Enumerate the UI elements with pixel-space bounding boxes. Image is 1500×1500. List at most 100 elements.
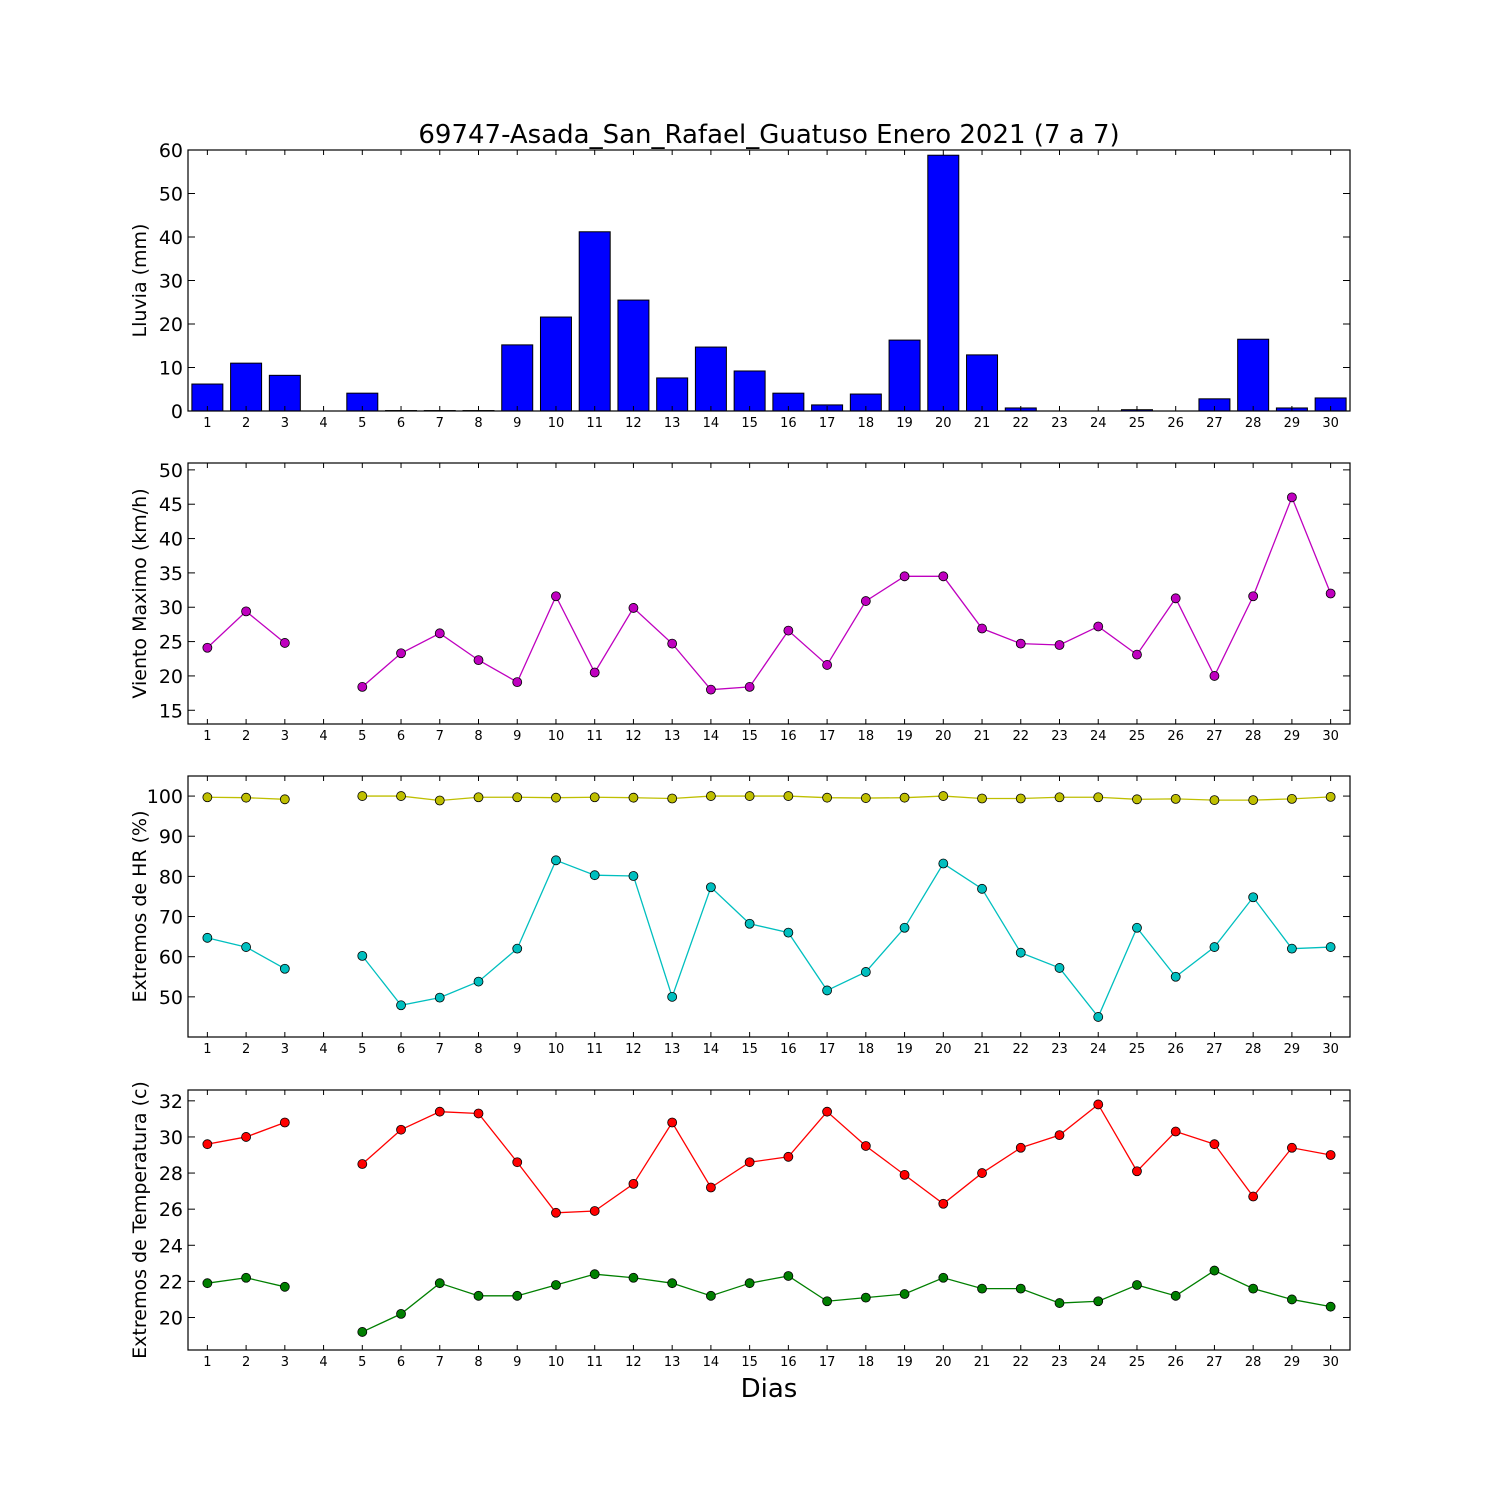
- y-tick-label: 20: [159, 314, 183, 336]
- series-1-point-day-5: [357, 682, 368, 692]
- chart-panels: 1 2 3 4 5 6 7 8 9 10 11 12 13 14 15 16 17 18 19 20 21 22 23 24 2…: [129, 140, 1351, 1370]
- x-tick-label: 22: [1012, 1355, 1029, 1370]
- x-tick-label: 8: [474, 1355, 482, 1370]
- chart-title: 69747-Asada_San_Rafael_Guatuso Enero 202…: [418, 120, 1119, 150]
- series-2-point-day-14: [706, 882, 716, 893]
- series-1-point-day-28: [1248, 591, 1259, 602]
- x-tick-label: 29: [1284, 729, 1301, 744]
- series-1-point-day-9: [512, 792, 523, 803]
- series-1-point-day-26: [1170, 793, 1181, 804]
- x-tick-label: 15: [741, 1042, 758, 1057]
- x-tick-label: 10: [548, 729, 565, 744]
- x-tick-label: 26: [1167, 729, 1184, 744]
- x-tick-label: 30: [1322, 1042, 1339, 1057]
- x-tick-label: 28: [1245, 416, 1262, 431]
- x-tick-label: 12: [625, 416, 642, 431]
- x-tick-label: 7: [436, 1042, 444, 1057]
- series-1-point-day-18: [860, 1141, 871, 1151]
- plot-frame: [187, 1089, 1351, 1351]
- x-tick-label: 6: [397, 1042, 405, 1057]
- y-tick-label: 100: [147, 786, 183, 808]
- x-tick-label: 30: [1322, 416, 1339, 431]
- bar-day-13: [656, 377, 689, 412]
- series-2-point-day-19: [899, 922, 910, 933]
- series-1-point-day-17: [822, 1106, 832, 1117]
- series-2-point-day-21: [977, 1283, 987, 1294]
- x-tick-label: 25: [1129, 416, 1146, 431]
- series-2-point-day-15: [744, 918, 755, 929]
- bar-day-11: [578, 231, 611, 412]
- x-tick-label: 8: [474, 416, 482, 431]
- y-tick-label: 50: [159, 460, 183, 482]
- x-tick-label: 9: [513, 1355, 521, 1370]
- series-2-point-day-9: [512, 1290, 523, 1301]
- series-2-point-day-28: [1248, 1283, 1259, 1294]
- series-2-point-day-29: [1287, 943, 1297, 954]
- series-1-point-day-23: [1054, 640, 1065, 650]
- series-2-point-day-22: [1015, 1283, 1026, 1294]
- x-tick-label: 4: [319, 1042, 327, 1057]
- x-tick-label: 11: [586, 1355, 603, 1370]
- x-tick-label: 22: [1012, 1042, 1029, 1057]
- bar-day-14: [694, 346, 727, 412]
- series-1-line-segment-2: [361, 1103, 1331, 1214]
- series-2-point-day-5: [357, 1327, 368, 1337]
- series-2-line-segment-2: [361, 859, 1331, 1019]
- x-tick-label: 2: [242, 416, 250, 431]
- series-2-point-day-12: [628, 1272, 639, 1283]
- y-tick-label: 60: [159, 140, 183, 162]
- y-tick-label: 0: [171, 401, 183, 423]
- y-tick-label: 30: [159, 271, 183, 293]
- x-tick-label: 25: [1129, 729, 1146, 744]
- x-tick-label: 25: [1129, 1042, 1146, 1057]
- series-1-point-day-30: [1325, 588, 1336, 599]
- series-1-point-day-24: [1093, 792, 1104, 803]
- series-2-point-day-19: [899, 1289, 910, 1299]
- x-tick-label: 14: [703, 729, 720, 744]
- series-1-point-day-22: [1015, 793, 1026, 804]
- series-2-point-day-6: [396, 1000, 406, 1011]
- series-1-point-day-27: [1209, 795, 1220, 805]
- x-tick-label: 11: [586, 1042, 603, 1057]
- series-1-point-day-18: [860, 596, 871, 606]
- series-1-point-day-16: [783, 1151, 794, 1162]
- x-tick-label: 5: [358, 416, 366, 431]
- series-1-point-day-26: [1170, 593, 1181, 604]
- x-tick-label: 18: [858, 1042, 875, 1057]
- series-2-point-day-23: [1054, 1298, 1065, 1308]
- series-2-point-day-11: [589, 1269, 600, 1280]
- series-1-point-day-8: [473, 792, 484, 803]
- series-2-point-day-1: [202, 932, 213, 943]
- y-tick-label: 60: [159, 947, 183, 969]
- bar-day-19: [888, 339, 921, 412]
- series-1-point-day-12: [628, 792, 639, 803]
- y-tick-label: 35: [159, 563, 183, 585]
- series-2-point-day-25: [1132, 922, 1142, 933]
- series-2-point-day-3: [279, 963, 290, 974]
- series-2-point-day-13: [667, 991, 678, 1002]
- series-1-point-day-1: [202, 642, 213, 653]
- series-2-point-day-25: [1132, 1280, 1142, 1290]
- x-tick-label: 18: [858, 729, 875, 744]
- x-tick-label: 24: [1090, 416, 1107, 431]
- series-1-point-day-25: [1132, 1166, 1142, 1177]
- series-1-point-day-10: [551, 792, 561, 803]
- x-tick-label: 23: [1051, 1355, 1068, 1370]
- series-2-point-day-27: [1209, 1265, 1220, 1276]
- x-tick-label: 2: [242, 1042, 250, 1057]
- x-tick-label: 7: [436, 1355, 444, 1370]
- x-tick-label: 6: [397, 729, 405, 744]
- x-tick-label: 23: [1051, 416, 1068, 431]
- x-tick-label: 14: [703, 1355, 720, 1370]
- x-tick-label: 19: [896, 729, 913, 744]
- x-tick-label: 27: [1206, 416, 1223, 431]
- series-1-point-day-29: [1287, 793, 1297, 804]
- x-tick-label: 15: [741, 729, 758, 744]
- y-axis-label: Viento Maximo (km/h): [129, 488, 151, 698]
- x-tick-label: 1: [203, 1042, 211, 1057]
- y-tick-label: 30: [159, 1127, 183, 1149]
- series-1-point-day-1: [202, 792, 213, 803]
- series-2-line-segment-2: [362, 1269, 1331, 1333]
